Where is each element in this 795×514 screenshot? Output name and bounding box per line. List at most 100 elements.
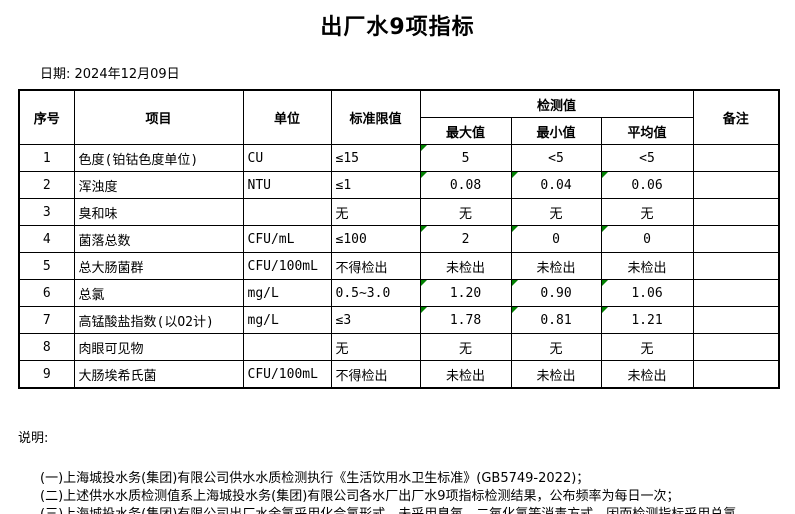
cell-min: 0.81 [510,306,602,334]
cell-max: 未检出 [419,360,512,389]
cell-no: 8 [18,333,75,361]
cell-item: 高锰酸盐指数(以O2计) [73,306,244,334]
table-row: 2 浑浊度 NTU ≤1 0.08 0.04 0.06 [18,171,780,199]
note-line: (一)上海城投水务(集团)有限公司供水水质检测执行《生活饮用水卫生标准》(GB5… [40,471,590,486]
cell-max: 1.78 [419,306,512,334]
cell-avg: 0 [600,225,694,253]
cell-limit: 无 [330,333,421,361]
cell-min: 未检出 [510,360,602,389]
cell-avg: 1.06 [600,279,694,307]
cell-limit: ≤15 [330,144,421,172]
cell-limit: ≤100 [330,225,421,253]
table-row: 4 菌落总数 CFU/mL ≤100 2 0 0 [18,225,780,253]
cell-item: 浑浊度 [73,171,244,199]
table-header: 序号 项目 单位 标准限值 检测值 备注 最大值 最小值 平均值 [18,89,780,145]
cell-item: 总氯 [73,279,244,307]
cell-avg: 未检出 [600,252,694,280]
cell-item: 大肠埃希氏菌 [73,360,244,389]
header-limit: 标准限值 [330,89,421,145]
cell-min: 0 [510,225,602,253]
cell-item: 臭和味 [73,198,244,226]
cell-limit: 0.5~3.0 [330,279,421,307]
table-row: 1 色度(铂钴色度单位) CU ≤15 5 <5 <5 [18,144,780,172]
note-line: (三)上海城投水务(集团)有限公司出厂水余氯采用化合氯形式，未采用臭氧、二氧化氯… [40,506,795,514]
cell-max: 5 [419,144,512,172]
cell-no: 6 [18,279,75,307]
cell-remark [692,225,780,253]
cell-item: 色度(铂钴色度单位) [73,144,244,172]
table-row: 7 高锰酸盐指数(以O2计) mg/L ≤3 1.78 0.81 1.21 [18,306,780,334]
notes-list: (一)上海城投水务(集团)有限公司供水水质检测执行《生活饮用水卫生标准》(GB5… [40,470,795,514]
cell-remark [692,171,780,199]
water-quality-table: 序号 项目 单位 标准限值 检测值 备注 最大值 最小值 平均值 1 色度(铂钴… [18,89,781,389]
cell-remark [692,252,780,280]
table-row: 8 肉眼可见物 无 无 无 无 [18,333,780,361]
cell-unit [242,333,332,361]
cell-unit: CU [242,144,332,172]
cell-limit: ≤1 [330,171,421,199]
cell-avg: 无 [600,198,694,226]
cell-unit: NTU [242,171,332,199]
cell-min: 0.04 [510,171,602,199]
cell-max: 0.08 [419,171,512,199]
cell-remark [692,306,780,334]
cell-unit: mg/L [242,279,332,307]
cell-no: 7 [18,306,75,334]
cell-remark [692,360,780,389]
cell-item: 菌落总数 [73,225,244,253]
cell-remark [692,144,780,172]
cell-unit: CFU/mL [242,225,332,253]
cell-unit: mg/L [242,306,332,334]
cell-min: 无 [510,198,602,226]
cell-avg: <5 [600,144,694,172]
header-detection: 检测值 [419,89,694,118]
cell-remark [692,198,780,226]
table-row: 9 大肠埃希氏菌 CFU/100mL 不得检出 未检出 未检出 未检出 [18,360,780,389]
cell-limit: ≤3 [330,306,421,334]
header-remark: 备注 [692,89,780,145]
cell-avg: 未检出 [600,360,694,389]
cell-no: 3 [18,198,75,226]
note-line: (二)上述供水水质检测值系上海城投水务(集团)有限公司各水厂出厂水9项指标检测结… [40,489,680,504]
cell-item: 总大肠菌群 [73,252,244,280]
page-title: 出厂水9项指标 [320,15,475,40]
table-row: 5 总大肠菌群 CFU/100mL 不得检出 未检出 未检出 未检出 [18,252,780,280]
cell-max: 2 [419,225,512,253]
cell-min: <5 [510,144,602,172]
cell-limit: 无 [330,198,421,226]
cell-max: 1.20 [419,279,512,307]
cell-max: 无 [419,198,512,226]
cell-min: 无 [510,333,602,361]
cell-unit: CFU/100mL [242,252,332,280]
table-body: 1 色度(铂钴色度单位) CU ≤15 5 <5 <5 2 浑浊度 NTU ≤1… [18,144,780,389]
cell-unit [242,198,332,226]
cell-avg: 1.21 [600,306,694,334]
cell-no: 2 [18,171,75,199]
cell-limit: 不得检出 [330,252,421,280]
cell-avg: 无 [600,333,694,361]
cell-no: 9 [18,360,75,389]
header-no: 序号 [18,89,75,145]
cell-remark [692,279,780,307]
cell-no: 5 [18,252,75,280]
cell-unit: CFU/100mL [242,360,332,389]
notes-label: 说明: [18,431,49,446]
cell-no: 1 [18,144,75,172]
cell-max: 未检出 [419,252,512,280]
cell-min: 未检出 [510,252,602,280]
cell-limit: 不得检出 [330,360,421,389]
header-avg: 平均值 [600,117,694,145]
cell-max: 无 [419,333,512,361]
header-max: 最大值 [419,117,512,145]
table-row: 3 臭和味 无 无 无 无 [18,198,780,226]
header-unit: 单位 [242,89,332,145]
header-min: 最小值 [510,117,602,145]
table-row: 6 总氯 mg/L 0.5~3.0 1.20 0.90 1.06 [18,279,780,307]
header-item: 项目 [73,89,244,145]
cell-item: 肉眼可见物 [73,333,244,361]
cell-min: 0.90 [510,279,602,307]
cell-remark [692,333,780,361]
date-text: 日期: 2024年12月09日 [40,67,180,82]
cell-avg: 0.06 [600,171,694,199]
